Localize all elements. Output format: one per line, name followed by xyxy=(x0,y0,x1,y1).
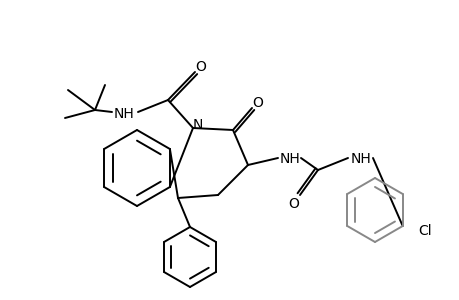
Text: NH: NH xyxy=(279,152,300,166)
Text: O: O xyxy=(252,96,263,110)
Text: N: N xyxy=(192,118,203,132)
Text: NH: NH xyxy=(113,107,134,121)
Text: NH: NH xyxy=(350,152,370,166)
Text: O: O xyxy=(288,197,299,211)
Text: O: O xyxy=(195,60,206,74)
Text: Cl: Cl xyxy=(418,224,431,238)
